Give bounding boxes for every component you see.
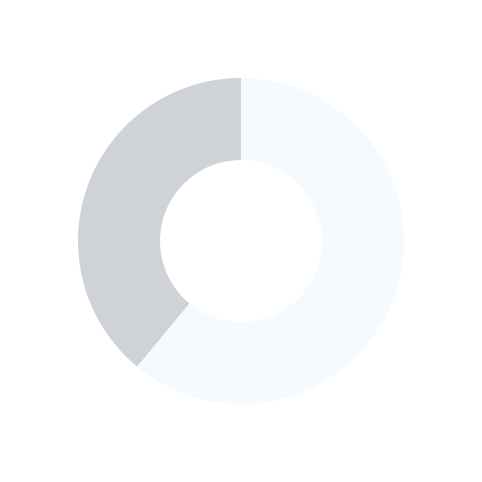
donut-slice-2: [77, 77, 241, 367]
donut-slice-1: [137, 78, 405, 404]
donut-slices: [77, 77, 405, 404]
